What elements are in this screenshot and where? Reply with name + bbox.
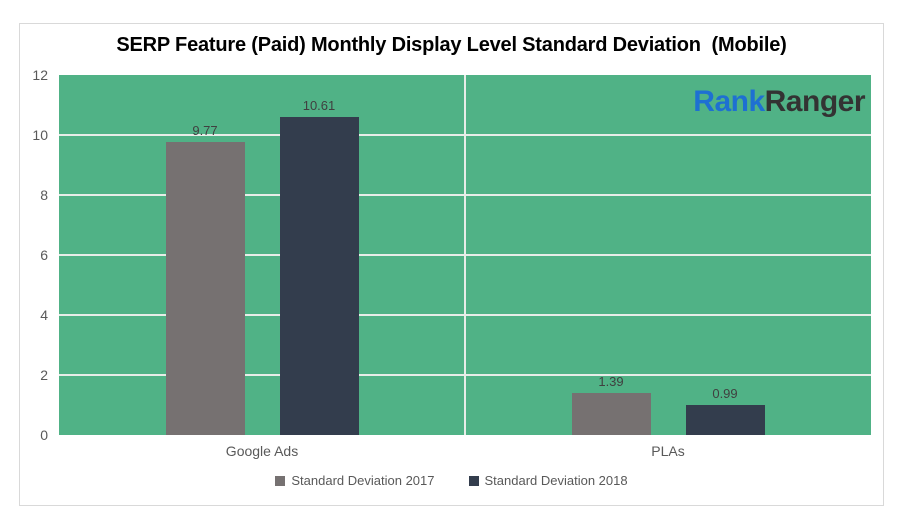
legend-entry-standard-deviation-2017: Standard Deviation 2017 (275, 473, 435, 488)
bar-standard-deviation-2017-google-ads (165, 141, 245, 435)
bar-standard-deviation-2018-google-ads (279, 116, 359, 435)
legend-swatch-icon (468, 475, 479, 486)
y-axis-tick-label: 0 (40, 427, 48, 443)
category-label-google-ads: Google Ads (225, 443, 299, 459)
y-axis-tick-label: 8 (40, 187, 48, 203)
legend-label: Standard Deviation 2018 (484, 473, 628, 488)
plot-area: RankRanger 9.77 10.61 1.39 0.99 (59, 75, 871, 435)
legend-label: Standard Deviation 2017 (291, 473, 435, 488)
data-label-standard-deviation-2017-plas: 1.39 (598, 374, 624, 390)
category-divider (464, 75, 466, 435)
data-label-standard-deviation-2018-plas: 0.99 (712, 386, 738, 402)
chart-title: SERP Feature (Paid) Monthly Display Leve… (116, 34, 787, 56)
logo-ranger-text: Ranger (764, 85, 866, 118)
data-label-standard-deviation-2017-google-ads: 9.77 (192, 122, 218, 138)
y-axis-tick-label: 2 (40, 367, 48, 383)
bar-standard-deviation-2018-plas (685, 405, 765, 435)
y-axis-tick-label: 6 (40, 247, 48, 263)
bar-standard-deviation-2017-plas (571, 393, 651, 435)
legend-entry-standard-deviation-2018: Standard Deviation 2018 (468, 473, 628, 488)
data-label-standard-deviation-2018-google-ads: 10.61 (302, 97, 336, 113)
rankranger-logo: RankRanger (693, 87, 865, 117)
legend: Standard Deviation 2017 Standard Deviatio… (20, 473, 883, 488)
y-axis-tick-label: 12 (32, 67, 48, 83)
chart-frame: SERP Feature (Paid) Monthly Display Leve… (19, 23, 884, 506)
logo-rank-text: Rank (693, 85, 765, 118)
x-axis: Google Ads PLAs (59, 443, 871, 463)
category-label-plas: PLAs (651, 443, 685, 459)
y-axis: 0 2 4 6 8 10 12 (20, 67, 50, 443)
y-axis-tick-label: 10 (32, 127, 48, 143)
legend-swatch-icon (275, 475, 286, 486)
y-axis-tick-label: 4 (40, 307, 48, 323)
